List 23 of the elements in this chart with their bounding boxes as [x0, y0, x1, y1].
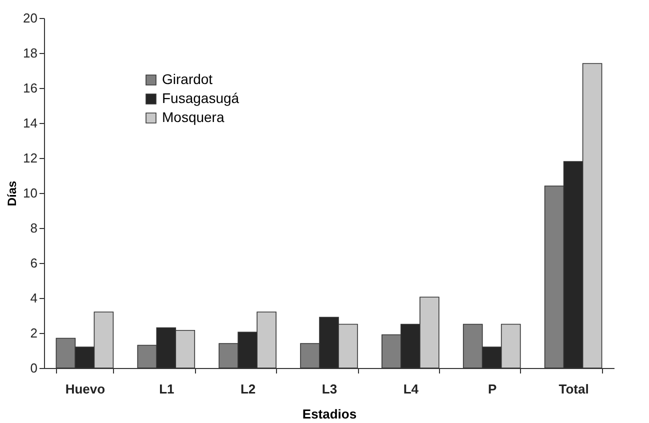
- x-tick-label: L4: [403, 382, 420, 396]
- x-axis-title: Estadios: [302, 406, 357, 422]
- y-tick-label: 8: [30, 220, 38, 236]
- y-tick-label: 2: [30, 326, 38, 340]
- y-tick-label: 14: [23, 116, 38, 130]
- x-tick-label: L2: [240, 382, 256, 396]
- x-tick-label: L3: [322, 382, 338, 396]
- y-axis-title: Días: [5, 180, 20, 206]
- y-tick-label: 10: [23, 186, 38, 200]
- y-tick-label: 4: [30, 290, 38, 306]
- y-tick-label: 0: [30, 360, 38, 376]
- y-tick-label: 20: [23, 10, 38, 26]
- y-tick-label: 6: [30, 256, 38, 270]
- y-tick-label: 16: [23, 80, 38, 96]
- legend-label: Girardot: [162, 71, 213, 87]
- x-tick-label: Total: [558, 382, 589, 396]
- legend-label: Mosquera: [162, 109, 224, 125]
- y-tick-label: 12: [23, 150, 38, 166]
- x-tick-label: P: [488, 382, 498, 396]
- x-tick-label: Huevo: [65, 382, 106, 396]
- x-tick-label: L1: [159, 382, 174, 396]
- legend-label: Fusagasugá: [162, 90, 240, 106]
- y-tick-label: 18: [23, 46, 38, 60]
